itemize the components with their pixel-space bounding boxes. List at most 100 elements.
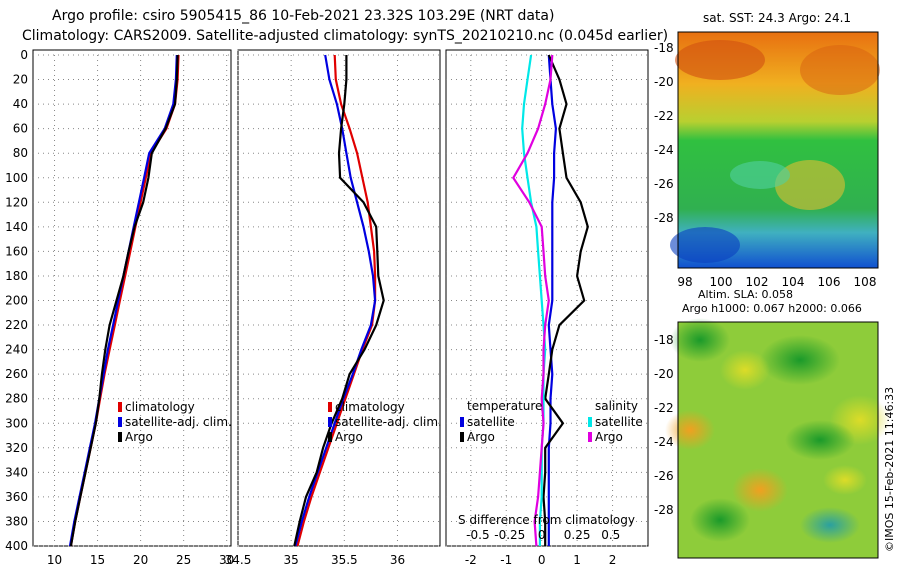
inner-tick-label: 0.5 <box>601 528 620 542</box>
legend-swatch-sal-argo <box>588 432 592 442</box>
legend-swatch-climatology <box>118 402 122 412</box>
sst-warm-patch-east <box>800 45 880 95</box>
sst-map-x-axis: 98 100 102 104 106 108 <box>677 275 876 289</box>
depth-tick-label: 320 <box>5 441 28 455</box>
sst-x-tick: 104 <box>782 275 805 289</box>
sst-y-tick: -28 <box>654 211 674 225</box>
sst-x-tick: 100 <box>710 275 733 289</box>
x-tick-label: -1 <box>500 553 512 567</box>
sst-y-tick: -26 <box>654 177 674 191</box>
depth-tick-label: 220 <box>5 318 28 332</box>
depth-tick-label: 140 <box>5 220 28 234</box>
sla-y-tick: -22 <box>654 401 674 415</box>
difference-panel-frame <box>445 49 649 547</box>
inner-tick-label: -0.5 <box>466 528 489 542</box>
sla-y-tick: -24 <box>654 435 674 449</box>
imos-credit: ©IMOS 15-Feb-2021 11:46:33 <box>883 387 896 552</box>
legend-label-satellite: satellite-adj. clim. <box>125 415 232 429</box>
sla-map-title: Altim. SLA: 0.058 <box>698 288 793 301</box>
sst-cool-patch <box>730 161 790 189</box>
depth-tick-label: 180 <box>5 269 28 283</box>
x-tick-label: 1 <box>573 553 581 567</box>
sla-low-patch-5 <box>690 498 750 542</box>
difference-inner-ticks: -0.5 -0.25 0 0.25 0.5 <box>466 528 620 542</box>
series-layer <box>68 54 589 547</box>
x-tick-label: 35 <box>284 553 299 567</box>
sst-eddy <box>775 160 845 210</box>
sla-y-tick: -20 <box>654 367 674 381</box>
legend-swatch-satellite-2 <box>328 417 332 427</box>
x-tick-label: 36 <box>390 553 405 567</box>
sst-map <box>670 32 880 268</box>
legend-swatch-climatology-2 <box>328 402 332 412</box>
legend-label-temp-satellite: satellite <box>467 415 515 429</box>
depth-tick-label: 380 <box>5 514 28 528</box>
depth-tick-label: 40 <box>13 97 28 111</box>
sst-x-tick: 108 <box>854 275 877 289</box>
x-tick-label: 35.5 <box>331 553 358 567</box>
depth-tick-label: 300 <box>5 416 28 430</box>
inner-tick-label: -0.25 <box>494 528 525 542</box>
x-tick-label: 34.5 <box>225 553 252 567</box>
inner-tick-label: 0 <box>538 528 546 542</box>
legend-label-sal-argo: Argo <box>595 430 623 444</box>
sla-map-y-axis: -18 -20 -22 -24 -26 -28 <box>654 333 674 517</box>
sst-y-tick: -24 <box>654 143 674 157</box>
legend-label-climatology: climatology <box>125 400 195 414</box>
sla-map-subtitle: Argo h1000: 0.067 h2000: 0.066 <box>682 302 862 315</box>
sla-map <box>665 318 890 558</box>
x-tick-label: 10 <box>47 553 62 567</box>
x-tick-label: 15 <box>90 553 105 567</box>
legend-salinity-panel: climatology satellite-adj. clim. Argo <box>328 400 442 444</box>
series-line-argo <box>69 54 179 547</box>
sla-y-tick: -26 <box>654 469 674 483</box>
sst-map-title: sat. SST: 24.3 Argo: 24.1 <box>703 11 851 25</box>
depth-tick-label: 160 <box>5 244 28 258</box>
series-line-salinity-satellite <box>521 54 547 546</box>
legend-heading-salinity: salinity <box>595 399 638 413</box>
legend-swatch-satellite <box>118 417 122 427</box>
x-tick-label: 20 <box>133 553 148 567</box>
x-tick-label: -2 <box>465 553 477 567</box>
legend-label-argo-2: Argo <box>335 430 363 444</box>
depth-tick-label: 20 <box>13 73 28 87</box>
sst-x-tick: 106 <box>818 275 841 289</box>
depth-tick-label: 260 <box>5 367 28 381</box>
depth-tick-label: 400 <box>5 539 28 553</box>
legend-swatch-temp-satellite <box>460 417 464 427</box>
sla-low-patch-4 <box>800 507 860 543</box>
depth-tick-label: 0 <box>20 48 28 62</box>
depth-tick-label: 80 <box>13 146 28 160</box>
sla-high-patch-4 <box>732 468 788 512</box>
chart-title-line2: Climatology: CARS2009. Satellite-adjuste… <box>22 28 668 44</box>
sla-high-patch <box>720 350 770 390</box>
legend-label-temp-argo: Argo <box>467 430 495 444</box>
series-line-temperature-satellite <box>547 54 558 546</box>
legend-heading-temperature: temperature <box>467 399 542 413</box>
sla-y-tick: -28 <box>654 503 674 517</box>
series-line-climatology <box>69 54 180 547</box>
sla-y-tick: -18 <box>654 333 674 347</box>
sst-y-tick: -22 <box>654 109 674 123</box>
sst-x-tick: 102 <box>746 275 769 289</box>
legend-label-climatology-2: climatology <box>335 400 405 414</box>
legend-swatch-temp-argo <box>460 432 464 442</box>
sla-map-frame <box>677 321 879 559</box>
series-line-salinity-argo <box>512 54 554 547</box>
series-line-temperature-argo <box>542 54 589 546</box>
x-tick-label: 0 <box>538 553 546 567</box>
depth-axis: 0 20 40 60 80 100 120 140 160 180 200 220 240 260 280 3… <box>5 48 28 553</box>
legend-swatch-argo <box>118 432 122 442</box>
depth-tick-label: 120 <box>5 195 28 209</box>
depth-tick-label: 360 <box>5 490 28 504</box>
sst-map-frame <box>677 31 879 269</box>
sst-y-tick: -18 <box>654 41 674 55</box>
sst-y-tick: -20 <box>654 75 674 89</box>
series-line-satellite-adj-clim- <box>294 54 377 547</box>
salinity-panel-frame <box>237 49 441 547</box>
temperature-panel-frame <box>32 49 232 547</box>
legend-label-argo: Argo <box>125 430 153 444</box>
legend-temperature-panel: climatology satellite-adj. clim. Argo <box>118 400 232 444</box>
x-tick-label: 25 <box>176 553 191 567</box>
